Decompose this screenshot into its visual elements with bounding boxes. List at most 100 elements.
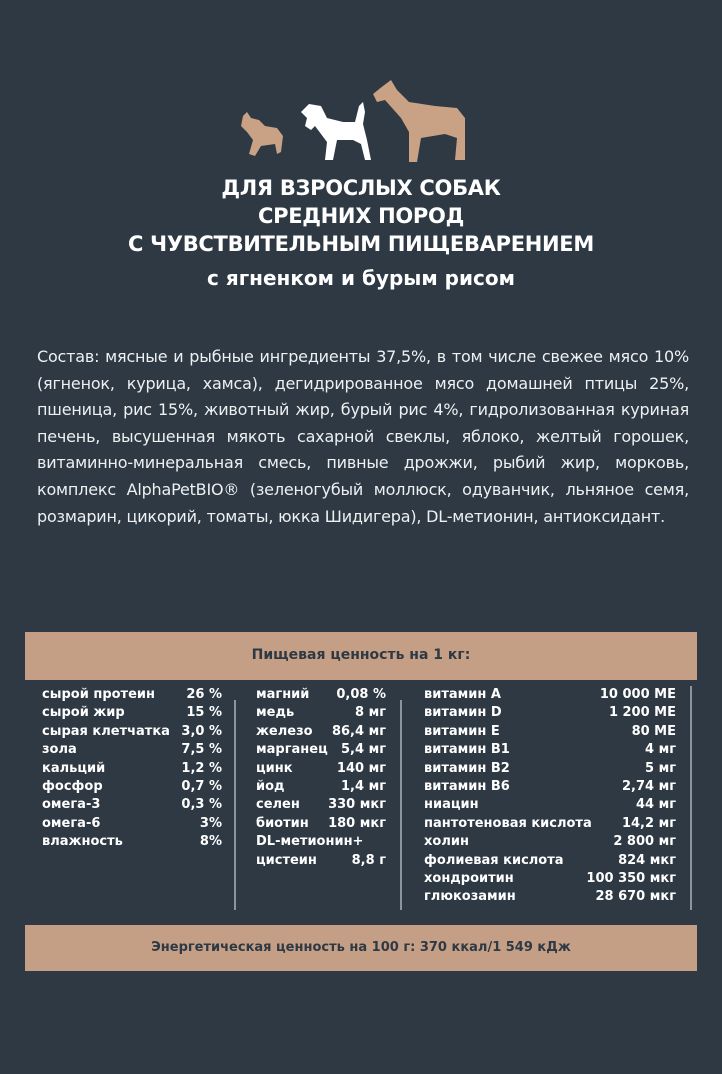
nutrient-value: 824 мкг: [618, 852, 676, 868]
nutrient-name: омега-6: [42, 815, 101, 831]
nutrient-value: 4 мг: [645, 742, 676, 758]
column-divider: [690, 686, 692, 910]
nutrition-column-basic: сырой протеин 26 % сырой жир 15 % сырая клет…: [42, 686, 222, 852]
nutrient-value: 100 350 мкг: [586, 870, 676, 886]
nutrient-value: 1,4 мг: [341, 778, 386, 794]
nutrient-value: 2,74 мг: [621, 778, 676, 794]
nutrient-name: витамин D: [424, 705, 502, 721]
nutrient-row: кальций 1,2 %: [42, 760, 222, 778]
large-dog-icon: [373, 80, 465, 162]
nutrient-row: омега-6 3%: [42, 815, 222, 833]
nutrient-value: 180 мкг: [328, 815, 386, 831]
nutrient-row: пантотеновая кислота 14,2 мг: [424, 815, 676, 833]
nutrient-name: селен: [256, 797, 300, 813]
nutrient-name: магний: [256, 687, 310, 702]
dogs-illustration: [241, 80, 465, 162]
nutrient-row: железо 86,4 мг: [256, 723, 386, 741]
nutrient-value: 3,0 %: [181, 723, 222, 739]
nutrient-value: 1,2 %: [181, 760, 222, 776]
nutrient-row: цинк 140 мг: [256, 760, 386, 778]
nutrient-value: 0,3 %: [181, 797, 222, 813]
nutrient-value: 8%: [199, 834, 222, 850]
nutrient-row: сырая клетчатка 3,0 %: [42, 723, 222, 741]
nutrient-row: хондроитин 100 350 мкг: [424, 870, 676, 888]
nutrient-name: витамин В6: [424, 778, 510, 794]
small-dog-icon: [241, 112, 283, 156]
nutrient-name: омега-3: [42, 797, 101, 813]
nutrition-column-minerals: магний 0,08 % медь 8 мг железо 86,4 мг маргане…: [256, 686, 386, 870]
nutrient-row: глюкозамин 28 670 мкг: [424, 888, 676, 906]
nutrient-row: биотин 180 мкг: [256, 815, 386, 833]
nutrient-row: сырой жир 15 %: [42, 704, 222, 722]
nutrient-name: цинк: [256, 760, 293, 776]
nutrient-name: влажность: [42, 834, 123, 850]
nutrient-row: сырой протеин 26 %: [42, 686, 222, 704]
title-line: СРЕДНИХ ПОРОД: [258, 204, 464, 228]
nutrient-name: йод: [256, 778, 285, 794]
nutrient-row: влажность 8%: [42, 833, 222, 851]
nutrient-row: селен 330 мкг: [256, 796, 386, 814]
column-divider: [400, 700, 402, 910]
nutrient-row: ниацин 44 мг: [424, 796, 676, 814]
column-divider: [234, 700, 236, 910]
nutrient-row: витамин А 10 000 МЕ: [424, 686, 676, 704]
nutrient-value: 2 800 мг: [613, 834, 676, 850]
nutrient-name: холин: [424, 834, 469, 850]
nutrient-row: DL-метионин+: [256, 833, 386, 851]
nutrient-value: 330 мкг: [328, 797, 386, 813]
nutrient-value: 80 МЕ: [631, 723, 676, 739]
nutrient-value: 26 %: [186, 687, 222, 702]
nutrient-row: холин 2 800 мг: [424, 833, 676, 851]
nutrient-value: 14,2 мг: [621, 815, 676, 831]
nutrient-value: 7,5 %: [181, 742, 222, 758]
nutrient-name: марганец: [256, 742, 328, 758]
nutrient-row: йод 1,4 мг: [256, 778, 386, 796]
nutrient-row: фолиевая кислота 824 мкг: [424, 852, 676, 870]
nutrient-name: медь: [256, 705, 295, 721]
nutrient-row: витамин Е 80 МЕ: [424, 723, 676, 741]
product-subtitle: с ягненком и бурым рисом: [207, 266, 515, 290]
nutrient-value: 28 670 мкг: [595, 889, 676, 905]
nutrient-name: сырая клетчатка: [42, 723, 170, 739]
nutrient-name: ниацин: [424, 797, 479, 813]
nutrient-value: 3%: [199, 815, 222, 831]
nutrient-name: витамин В1: [424, 742, 510, 758]
nutrient-value: 44 мг: [635, 797, 676, 813]
nutrient-value: 5 мг: [645, 760, 676, 776]
nutrient-row: медь 8 мг: [256, 704, 386, 722]
nutrient-name: витамин В2: [424, 760, 510, 776]
nutrient-name: кальций: [42, 760, 106, 776]
title-line: С ЧУВСТВИТЕЛЬНЫМ ПИЩЕВАРЕНИЕМ: [128, 232, 594, 256]
nutrient-value: 8,8 г: [351, 852, 386, 868]
nutrient-value: 0,08 %: [336, 687, 386, 702]
nutrient-row: цистеин 8,8 г: [256, 852, 386, 870]
nutrition-header: Пищевая ценность на 1 кг:: [25, 632, 697, 680]
medium-dog-icon: [301, 102, 371, 160]
nutrient-value: 0,7 %: [181, 778, 222, 794]
nutrient-name: DL-метионин+: [256, 834, 364, 850]
nutrient-name: зола: [42, 742, 77, 758]
nutrient-value: 8 мг: [355, 705, 386, 721]
nutrient-name: железо: [256, 723, 313, 739]
title-line: ДЛЯ ВЗРОСЛЫХ СОБАК: [221, 176, 501, 200]
nutrient-name: хондроитин: [424, 870, 514, 886]
nutrient-value: 1 200 МЕ: [608, 705, 676, 721]
nutrient-value: 10 000 МЕ: [599, 687, 676, 702]
nutrient-name: цистеин: [256, 852, 317, 868]
nutrient-row: омега-3 0,3 %: [42, 796, 222, 814]
nutrient-row: зола 7,5 %: [42, 741, 222, 759]
composition-text: Состав: мясные и рыбные ингредиенты 37,5…: [37, 347, 689, 526]
nutrient-row: витамин В2 5 мг: [424, 760, 676, 778]
nutrient-name: фолиевая кислота: [424, 852, 564, 868]
nutrient-value: 5,4 мг: [341, 742, 386, 758]
nutrient-row: марганец 5,4 мг: [256, 741, 386, 759]
nutrient-row: витамин В1 4 мг: [424, 741, 676, 759]
nutrient-row: витамин D 1 200 МЕ: [424, 704, 676, 722]
nutrient-name: биотин: [256, 815, 309, 831]
nutrient-name: пантотеновая кислота: [424, 815, 592, 831]
nutrient-name: фосфор: [42, 778, 103, 794]
nutrient-name: витамин А: [424, 687, 501, 702]
energy-value: Энергетическая ценность на 100 г: 370 кк…: [25, 925, 697, 971]
nutrient-name: сырой жир: [42, 705, 125, 721]
